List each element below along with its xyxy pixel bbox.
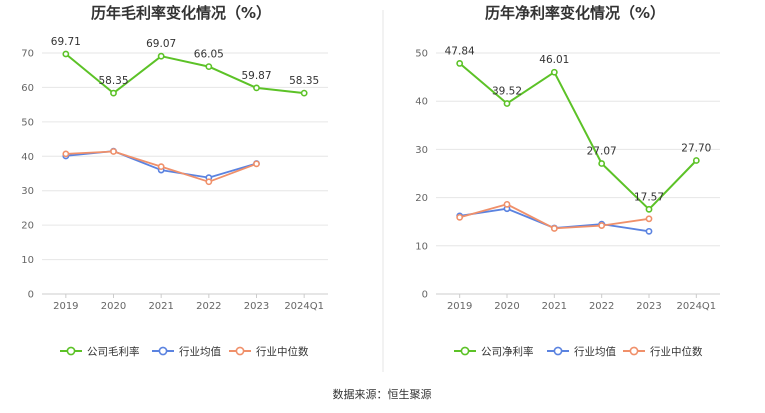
chart1-legend-company-marker xyxy=(66,346,76,356)
chart1-legend-industry_avg-label: 行业均值 xyxy=(179,345,221,358)
chart2-group: 历年净利率变化情况（%） 0 10 20 30 40 50 2019 2020 2021 2022 2… xyxy=(415,4,720,358)
chart2-company-label-2022: 27.07 xyxy=(587,146,617,158)
chart1-legend-industry_median-label: 行业中位数 xyxy=(256,345,309,358)
chart2-x-tick-2023: 2023 xyxy=(636,301,661,312)
chart2-company-line xyxy=(459,62,698,211)
chart2-y-tick-0: 0 xyxy=(422,290,428,301)
chart2-company-label-2020: 39.52 xyxy=(492,86,522,98)
chart1-company-label-2022: 66.05 xyxy=(194,49,224,61)
chart1-legend-industry_avg-marker xyxy=(158,346,168,356)
chart2-legend-industry_median-label: 行业中位数 xyxy=(650,345,703,358)
chart2-x-tick-2019: 2019 xyxy=(447,301,472,312)
chart2-industry_median-point-2020 xyxy=(503,200,511,208)
chart1-y-tick-60: 60 xyxy=(21,83,34,94)
chart2-legend-company-marker xyxy=(460,346,470,356)
chart2-x-tick-2020: 2020 xyxy=(494,301,519,312)
chart1-company-point-2020 xyxy=(110,89,117,97)
chart2-y-tick-10: 10 xyxy=(415,241,428,252)
chart1-company-point-2019 xyxy=(62,50,70,58)
chart2-company-label-2023: 17.57 xyxy=(634,191,664,203)
chart1-company-point-2021 xyxy=(157,52,165,60)
chart1-x-tick-2021: 2021 xyxy=(148,301,173,312)
chart2-industry_avg-point-2023 xyxy=(645,227,653,235)
chart1-y-tick-10: 10 xyxy=(21,255,34,266)
chart2-company-point-2023 xyxy=(645,205,653,213)
chart1-industry_median-point-2023 xyxy=(253,160,260,168)
chart2-legend-industry_avg-label: 行业均值 xyxy=(574,345,616,358)
chart1-company-label-2019: 69.71 xyxy=(51,36,81,48)
chart2-industry_median-point-2023 xyxy=(645,215,653,223)
chart1-industry_median-point-2020 xyxy=(110,148,117,155)
chart1-group: 历年毛利率变化情况（%） 0 10 20 30 40 50 60 70 2019 2020 2021 2… xyxy=(21,4,328,358)
chart1-legend-industry_median-marker xyxy=(235,346,245,356)
chart2-legend-company-label: 公司净利率 xyxy=(481,345,534,358)
chart1-company-label-2020: 58.35 xyxy=(98,75,128,87)
chart1-company-point-2023 xyxy=(253,84,260,92)
chart1-company-point-2024Q1 xyxy=(300,89,308,97)
chart1-industry_median-point-2021 xyxy=(157,163,165,171)
chart1-y-tick-30: 30 xyxy=(21,186,34,197)
chart2-industry_median-point-2022 xyxy=(598,222,606,229)
chart1-x-tick-2020: 2020 xyxy=(101,301,126,312)
chart2-company-point-2020 xyxy=(503,100,511,107)
chart2-legend-industry_avg-marker xyxy=(553,346,563,356)
chart2-y-tick-40: 40 xyxy=(415,97,428,108)
chart2-company-point-2019 xyxy=(456,60,464,67)
chart2-company-point-2021 xyxy=(550,68,558,76)
chart2-company-label-2019: 47.84 xyxy=(445,45,475,57)
chart2-y-tick-30: 30 xyxy=(415,145,428,156)
chart1-company-label-2021: 69.07 xyxy=(146,38,176,50)
chart1-company-line xyxy=(65,53,305,95)
chart1-industry_median-point-2019 xyxy=(62,150,70,158)
chart1-y-tick-20: 20 xyxy=(21,221,34,232)
chart1-x-tick-2024Q1: 2024Q1 xyxy=(284,301,324,312)
chart1-y-tick-40: 40 xyxy=(21,152,34,163)
chart1-y-tick-70: 70 xyxy=(21,49,34,60)
chart2-title: 历年净利率变化情况（%） xyxy=(485,4,665,22)
chart2-x-tick-2022: 2022 xyxy=(589,301,614,312)
chart2-company-label-2024Q1: 27.70 xyxy=(681,142,711,154)
chart1-company-point-2022 xyxy=(205,63,213,70)
chart1-x-tick-2022: 2022 xyxy=(196,301,221,312)
chart1-title: 历年毛利率变化情况（%） xyxy=(91,4,271,22)
chart2-y-tick-50: 50 xyxy=(415,49,428,60)
data-source-text: 数据来源：恒生聚源 xyxy=(333,387,432,401)
chart1-legend-company-label: 公司毛利率 xyxy=(87,345,140,358)
chart2-legend-industry_median-marker xyxy=(629,346,639,356)
chart1-company-label-2024Q1: 58.35 xyxy=(289,75,319,87)
chart2-company-point-2024Q1 xyxy=(692,157,700,164)
chart1-x-tick-2019: 2019 xyxy=(53,301,78,312)
chart2-x-tick-2021: 2021 xyxy=(542,301,567,312)
chart2-y-tick-20: 20 xyxy=(415,193,428,204)
chart2-company-point-2022 xyxy=(598,160,606,167)
chart2-industry_median-point-2019 xyxy=(456,213,464,221)
chart1-company-label-2023: 59.87 xyxy=(241,70,271,82)
chart1-y-tick-0: 0 xyxy=(28,290,34,301)
chart2-x-tick-2024Q1: 2024Q1 xyxy=(676,301,716,312)
chart1-y-tick-50: 50 xyxy=(21,117,34,128)
chart1-x-tick-2023: 2023 xyxy=(244,301,269,312)
chart2-company-label-2021: 46.01 xyxy=(539,54,569,66)
chart2-industry_median-point-2021 xyxy=(550,225,558,232)
chart1-industry_median-point-2022 xyxy=(205,178,213,186)
